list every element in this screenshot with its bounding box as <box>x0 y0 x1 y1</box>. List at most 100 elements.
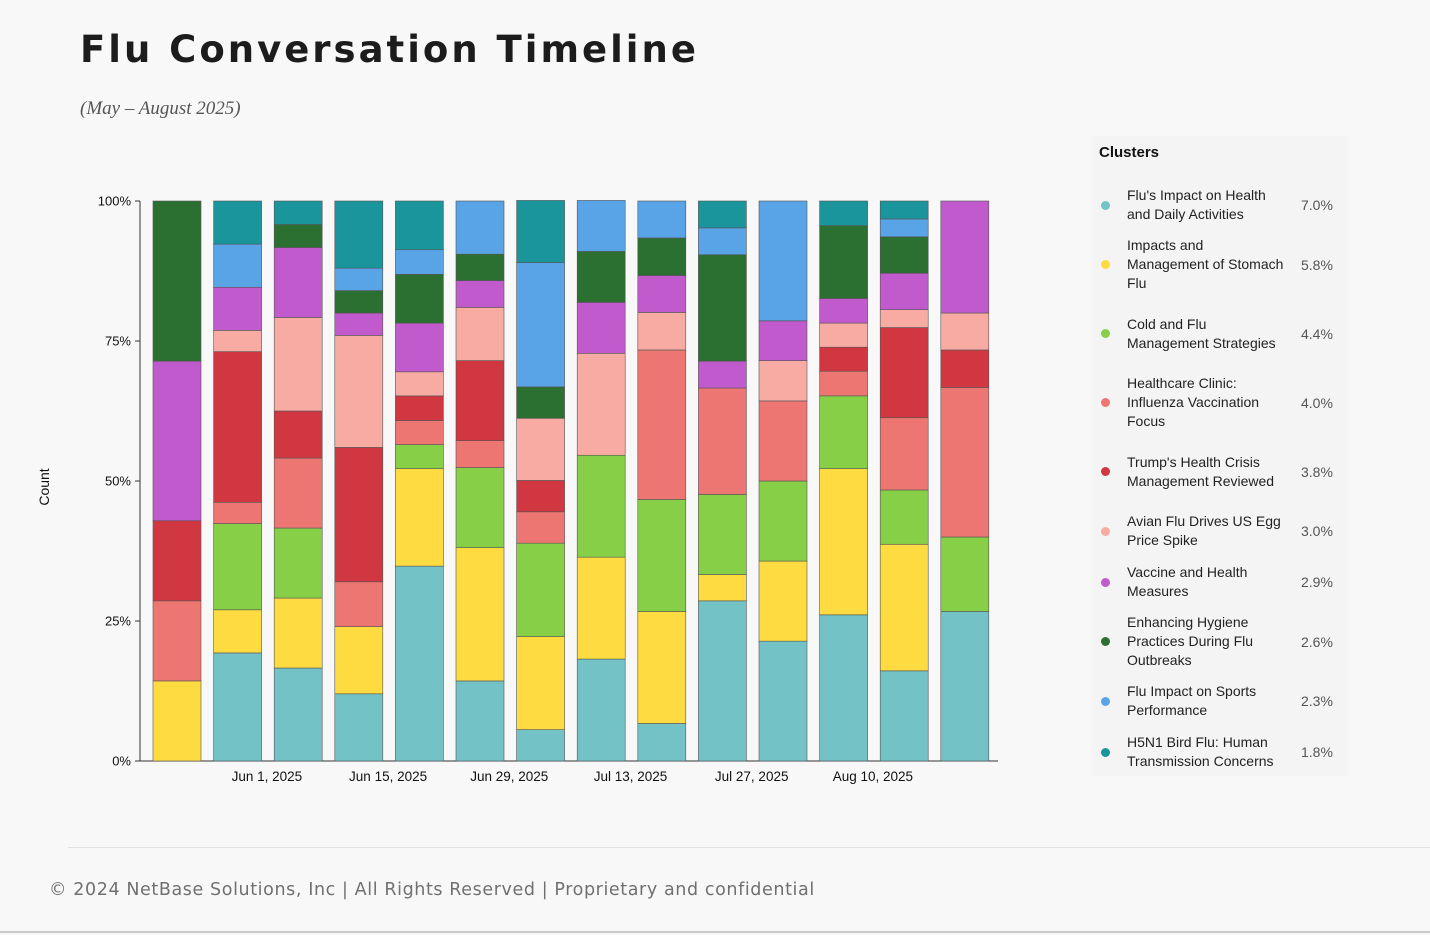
bar-segment <box>576 200 626 252</box>
legend-label: Healthcare Clinic: Influenza Vaccination… <box>1127 375 1260 429</box>
bar-segment <box>637 611 687 724</box>
footer-divider <box>68 847 1430 848</box>
y-tick-label: 50% <box>105 474 131 489</box>
bar-segment <box>395 565 444 762</box>
bar-segment <box>273 317 323 412</box>
bar-segment <box>455 467 505 548</box>
legend-item[interactable]: Trump's Health Crisis Management Reviewe… <box>1091 443 1349 500</box>
bar-segment <box>819 225 868 299</box>
legend-dot-icon <box>1101 747 1110 757</box>
legend-percentage: 3.8% <box>1301 463 1333 480</box>
bar-segment <box>395 249 444 275</box>
bar-segment <box>516 542 565 637</box>
bar-segment <box>152 360 202 522</box>
bar-segment <box>273 200 323 225</box>
legend-item[interactable]: Vaccine and Health Measures 2.9% <box>1091 563 1349 601</box>
bar-segment <box>395 444 444 469</box>
bar-segment <box>213 652 262 762</box>
bar-segment <box>819 395 868 469</box>
legend-dot-icon <box>1101 260 1110 269</box>
bar-segment <box>273 247 323 318</box>
bar-segment <box>637 499 687 612</box>
bar-segment <box>576 302 626 354</box>
bar-segment <box>698 574 747 602</box>
legend-dot-icon <box>1101 577 1110 587</box>
y-axis-label: Count <box>36 468 52 505</box>
legend-item[interactable]: H5N1 Bird Flu: Human Transmission Concer… <box>1091 733 1349 771</box>
bar-segment <box>516 511 565 544</box>
legend-label: H5N1 Bird Flu: Human Transmission Concer… <box>1127 734 1274 769</box>
legend-item[interactable]: Enhancing Hygiene Practices During Flu O… <box>1091 613 1349 670</box>
bar-segment <box>455 547 505 682</box>
bar-segment <box>334 312 384 336</box>
bar-segment <box>334 290 384 314</box>
legend-item[interactable]: Cold and Flu Management Strategies 4.4% <box>1091 305 1349 362</box>
bar-segment <box>940 387 990 538</box>
bar-segment <box>940 312 990 351</box>
bar-segment <box>455 253 505 281</box>
bar-segment <box>758 320 808 361</box>
bar-segment <box>213 200 262 245</box>
bar-segment <box>819 370 868 397</box>
bar-segment <box>637 723 687 762</box>
x-tick-label: Jun 15, 2025 <box>349 769 427 784</box>
legend-item[interactable]: Avian Flu Drives US Egg Price Spike 3.0% <box>1091 512 1349 550</box>
legend-percentage: 4.0% <box>1301 394 1333 411</box>
legend-title: Clusters <box>1099 144 1160 161</box>
bar-segment <box>879 309 929 328</box>
bar-segment <box>273 597 323 669</box>
bottom-border <box>0 931 1430 933</box>
bar-segment <box>213 243 262 288</box>
legend-percentage: 5.8% <box>1301 256 1333 273</box>
y-tick-label: 0% <box>112 754 131 769</box>
bar-segment <box>576 556 626 660</box>
x-tick-label: Aug 10, 2025 <box>833 769 913 784</box>
legend-dot-icon <box>1101 637 1110 646</box>
bar-segment <box>940 536 990 612</box>
bar-segment <box>334 447 384 583</box>
legend-label: Avian Flu Drives US Egg Price Spike <box>1127 513 1281 548</box>
bar-segment <box>213 351 262 503</box>
bar-segment <box>334 267 384 291</box>
legend-label: Trump's Health Crisis Management Reviewe… <box>1127 453 1275 489</box>
bar-segment <box>213 286 262 331</box>
legend-dot-icon <box>1101 696 1110 706</box>
bar-segment <box>152 520 202 602</box>
legend-item[interactable]: Flu's Impact on Health and Daily Activit… <box>1091 186 1349 224</box>
x-tick-label: Jul 13, 2025 <box>594 769 668 784</box>
bar-segment <box>455 280 505 308</box>
bar-segment <box>879 417 929 491</box>
bar-segment <box>395 420 444 445</box>
legend-label: Enhancing Hygiene Practices During Flu O… <box>1127 614 1254 668</box>
bar-segment <box>698 387 747 495</box>
bar-segment <box>334 581 384 627</box>
bar-segment <box>819 322 868 348</box>
bar-segment <box>516 262 565 388</box>
bar-segment <box>152 600 202 682</box>
bar-segment <box>819 346 868 372</box>
x-tick-label: Jun 1, 2025 <box>232 769 303 784</box>
bar-segment <box>152 200 202 362</box>
legend-label: Impacts and Management of Stomach Flu <box>1127 237 1284 291</box>
bar-segment <box>637 200 687 239</box>
legend-item[interactable]: Flu Impact on Sports Performance 2.3% <box>1091 682 1349 720</box>
legend-percentage: 2.6% <box>1301 633 1333 650</box>
bar-segment <box>516 200 565 263</box>
bar-segment <box>395 468 444 567</box>
bar-segment <box>334 335 384 448</box>
bar-segment <box>637 312 687 351</box>
legend-percentage: 3.0% <box>1301 523 1333 539</box>
bar-segment <box>940 200 990 314</box>
bar-segment <box>395 322 444 373</box>
bar-segment <box>698 360 747 389</box>
legend-item[interactable]: Impacts and Management of Stomach Flu 5.8… <box>1091 236 1349 293</box>
bar-segment <box>758 560 808 642</box>
legend-item[interactable]: Healthcare Clinic: Influenza Vaccination… <box>1091 374 1349 431</box>
bar-segment <box>819 200 868 226</box>
bar-segment <box>940 349 990 388</box>
legend-percentage: 1.8% <box>1301 744 1333 760</box>
bar-segment <box>516 386 565 419</box>
bar-segment <box>637 237 687 276</box>
bar-segment <box>879 218 929 238</box>
bar-segment <box>516 480 565 513</box>
